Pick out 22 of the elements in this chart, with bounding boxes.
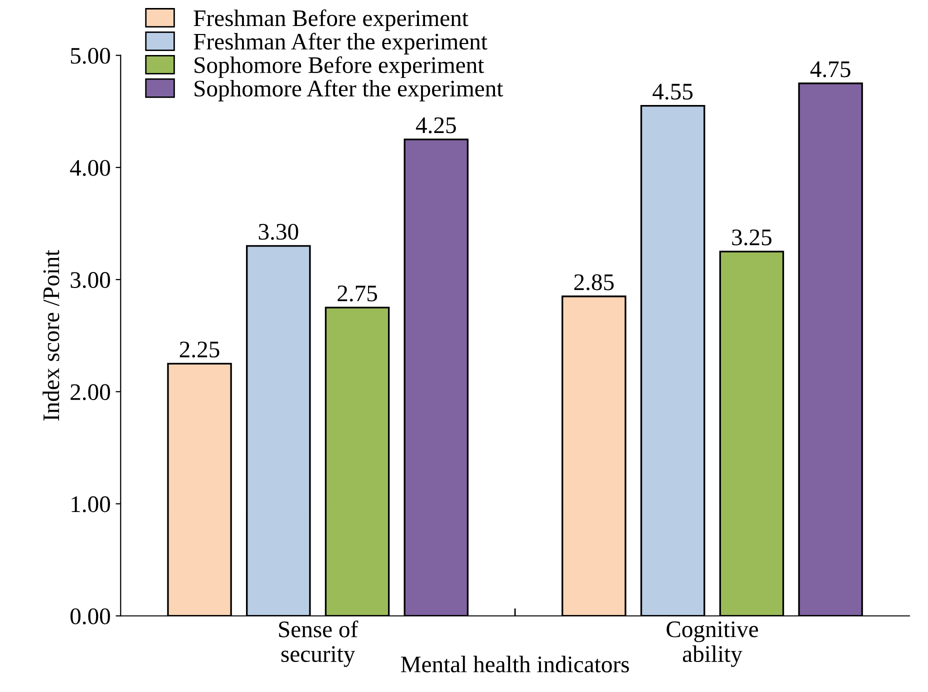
y-tick-label: 0.00 — [70, 608, 110, 624]
legend-label: Sophomore After the experiment — [194, 80, 504, 102]
y-tick-label: 3.00 — [70, 272, 110, 288]
y-axis-title: Index score /Point — [42, 250, 60, 421]
data-label: 2.85 — [574, 274, 614, 290]
y-tick-label: 5.00 — [70, 48, 110, 64]
y-tick-label: 1.00 — [72, 496, 110, 512]
data-label: 3.30 — [258, 224, 298, 240]
x-tick-label: Sense of security — [279, 620, 358, 667]
y-tick-label: 2.00 — [70, 384, 110, 400]
legend-label: Freshman After the experiment — [194, 32, 488, 54]
x-tick-label: Cognitive ability — [666, 621, 758, 667]
x-axis-title: Mental health indicators — [400, 656, 629, 672]
data-label: 3.25 — [732, 229, 772, 246]
data-label: 4.75 — [810, 61, 850, 78]
data-label: 2.75 — [338, 286, 378, 302]
legend-label: Freshman Before experiment — [194, 9, 468, 32]
data-label: 4.55 — [652, 84, 693, 100]
data-label: 2.25 — [180, 342, 220, 358]
y-tick-label: 4.00 — [70, 160, 110, 176]
legend-label: Sophomore Before experiment — [194, 56, 484, 78]
data-label: 4.25 — [416, 117, 456, 134]
